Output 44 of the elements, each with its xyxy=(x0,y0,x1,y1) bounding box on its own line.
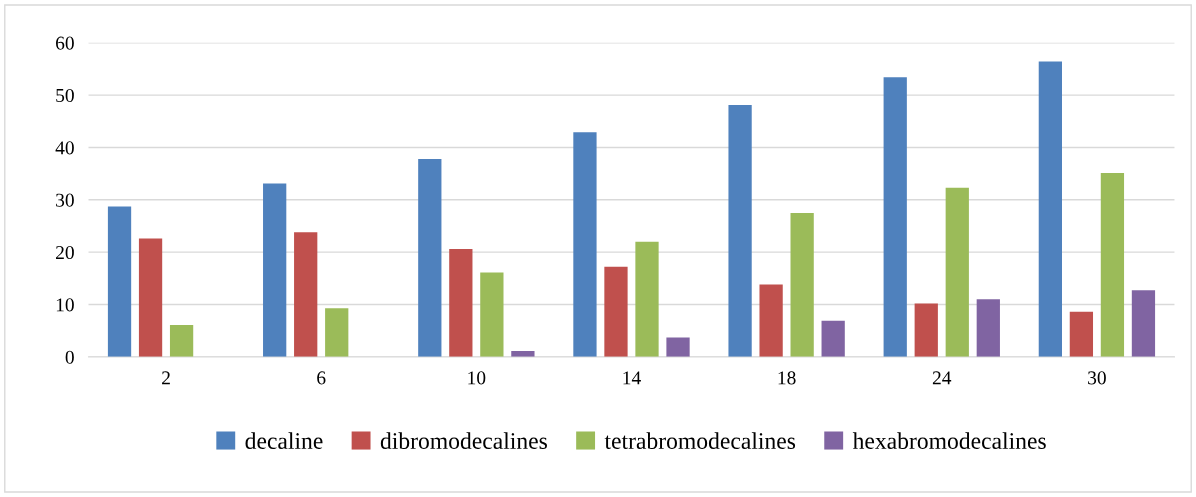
y-tick-label: 50 xyxy=(56,88,74,103)
bar xyxy=(728,105,752,357)
x-tick-label: 30 xyxy=(1088,371,1106,385)
bar xyxy=(759,284,783,357)
bar xyxy=(635,241,659,357)
x-tick-label: 2 xyxy=(162,371,170,385)
y-tick-label: 10 xyxy=(56,298,74,312)
y-tick-label: 60 xyxy=(56,36,74,50)
bar xyxy=(976,299,1000,357)
x-tick-label: 10 xyxy=(468,371,486,385)
y-tick-label: 0 xyxy=(65,350,74,364)
bar xyxy=(480,272,504,357)
bar xyxy=(107,206,132,357)
bar xyxy=(945,187,969,357)
y-tick-label: 40 xyxy=(55,141,74,155)
bar xyxy=(294,232,318,357)
x-tick-label: 14 xyxy=(623,371,641,385)
bar xyxy=(1038,61,1062,357)
bar xyxy=(666,337,690,357)
y-tick-label: 20 xyxy=(56,245,74,260)
legend-label: decaline xyxy=(245,432,323,449)
bar xyxy=(790,212,814,357)
bar xyxy=(1100,173,1125,357)
y-tick-label: 30 xyxy=(56,193,74,207)
bar xyxy=(821,320,845,357)
x-tick-label: 24 xyxy=(932,371,952,385)
legend-label: tetrabromodecalines xyxy=(604,432,796,449)
legend-label: hexabromodecalines xyxy=(852,432,1046,449)
legend-label: dibromodecalines xyxy=(380,432,547,449)
bar xyxy=(138,238,163,357)
x-tick-label: 18 xyxy=(778,371,796,385)
bar xyxy=(449,249,473,357)
bar xyxy=(169,324,194,357)
bar xyxy=(1069,311,1094,357)
bar xyxy=(1131,290,1156,357)
bar xyxy=(418,158,442,357)
bar xyxy=(604,266,628,357)
bar xyxy=(263,183,287,357)
x-tick-label: 6 xyxy=(317,371,326,385)
bar xyxy=(511,351,535,357)
bar xyxy=(883,77,907,357)
bar xyxy=(914,303,938,357)
bar xyxy=(325,308,349,357)
bar xyxy=(573,132,597,357)
